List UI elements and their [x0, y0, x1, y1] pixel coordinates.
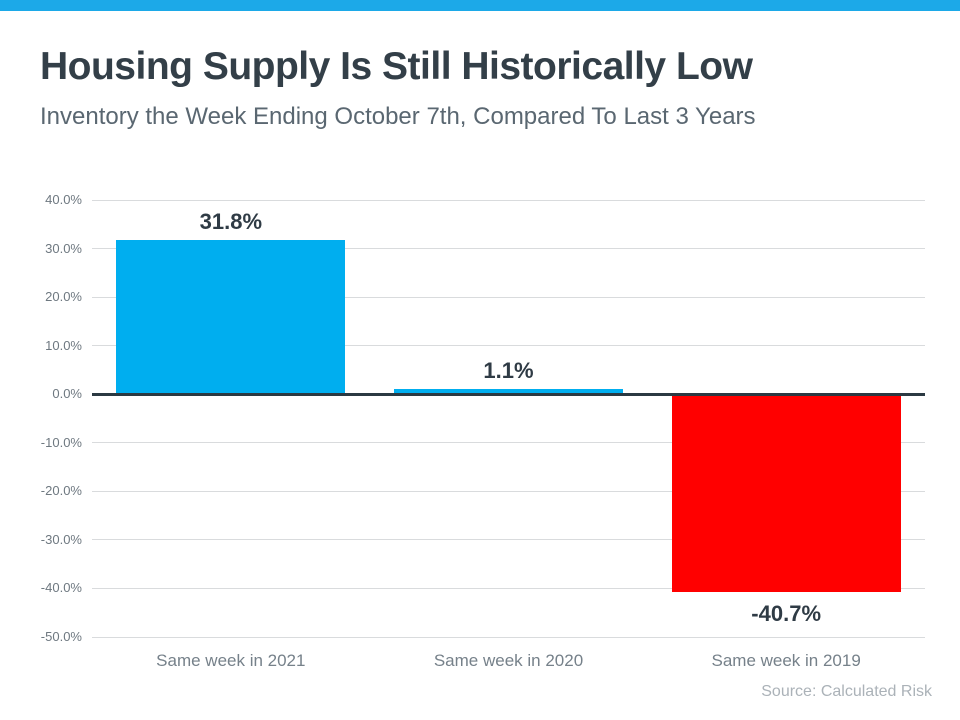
y-axis-tick-label: 0.0%	[52, 386, 82, 402]
gridline	[92, 248, 925, 250]
y-axis-tick-label: -30.0%	[40, 531, 82, 547]
y-axis-tick-label: 30.0%	[45, 240, 82, 256]
y-axis-tick-label: -50.0%	[40, 629, 82, 644]
gridline	[92, 199, 925, 201]
x-axis-label: Same week in 2020	[433, 651, 584, 670]
y-axis-tick-label: -20.0%	[40, 483, 82, 499]
gridline	[92, 636, 925, 638]
y-axis-tick-label: 40.0%	[45, 192, 82, 207]
gridline	[92, 587, 925, 589]
bar-same-week-in-2021	[116, 239, 346, 395]
gridline	[92, 442, 925, 444]
bar-same-week-in-2020	[394, 388, 623, 395]
y-axis-tick-label: -40.0%	[40, 580, 82, 596]
gridline	[92, 296, 925, 298]
source-credit: Source: Calculated Risk	[761, 683, 932, 700]
bar-value-label: -40.7%	[751, 600, 822, 626]
y-axis-tick-label: -10.0%	[40, 434, 82, 450]
chart-title: Housing Supply Is Still Historically Low	[40, 45, 753, 88]
x-axis-label: Same week in 2021	[156, 651, 306, 670]
bar-value-label: 31.8%	[199, 208, 263, 234]
gridline	[92, 490, 925, 492]
bar-value-label: 1.1%	[483, 357, 534, 383]
zero-axis-line	[92, 393, 925, 397]
gridline	[92, 539, 925, 541]
bar-same-week-in-2019	[671, 394, 901, 592]
y-axis-tick-label: 20.0%	[45, 289, 82, 305]
y-axis-tick-label: 10.0%	[45, 337, 82, 353]
top-accent-stripe	[0, 0, 960, 11]
gridline	[92, 345, 925, 347]
x-axis-label: Same week in 2019	[711, 651, 861, 670]
chart-subtitle: Inventory the Week Ending October 7th, C…	[40, 103, 756, 130]
